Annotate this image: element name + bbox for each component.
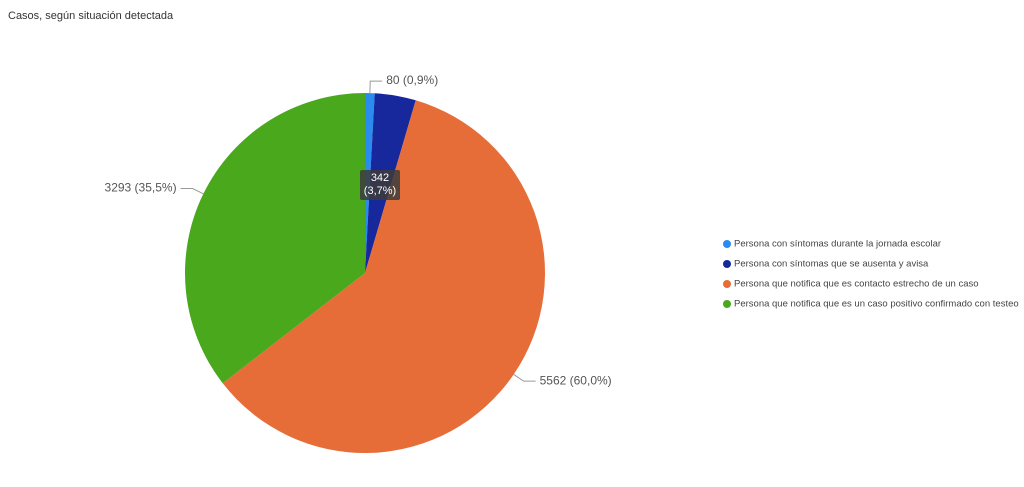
- data-label: 342 (3,7%): [360, 170, 400, 200]
- legend-marker: [723, 300, 731, 308]
- legend-label: Persona que notifica que es un caso posi…: [734, 299, 1019, 310]
- chart-title: Casos, según situación detectada: [8, 10, 174, 22]
- pie-slice: [184, 93, 365, 384]
- legend-label: Persona que notifica que es contacto est…: [734, 279, 979, 290]
- legend-label: Persona con síntomas que se ausenta y av…: [734, 259, 929, 270]
- pie-slice: [222, 100, 545, 454]
- data-label: 3293 (35,5%): [105, 181, 177, 195]
- data-label: 80 (0,9%): [386, 73, 438, 87]
- data-label: 5562 (60,0%): [540, 373, 612, 387]
- legend-marker: [723, 260, 731, 268]
- leader-line: [369, 80, 383, 94]
- legend-label: Persona con síntomas durante la jornada …: [734, 239, 941, 250]
- legend-marker: [723, 240, 731, 248]
- leader-line: [513, 374, 536, 382]
- legend-marker: [723, 280, 731, 288]
- leader-line: [180, 188, 204, 195]
